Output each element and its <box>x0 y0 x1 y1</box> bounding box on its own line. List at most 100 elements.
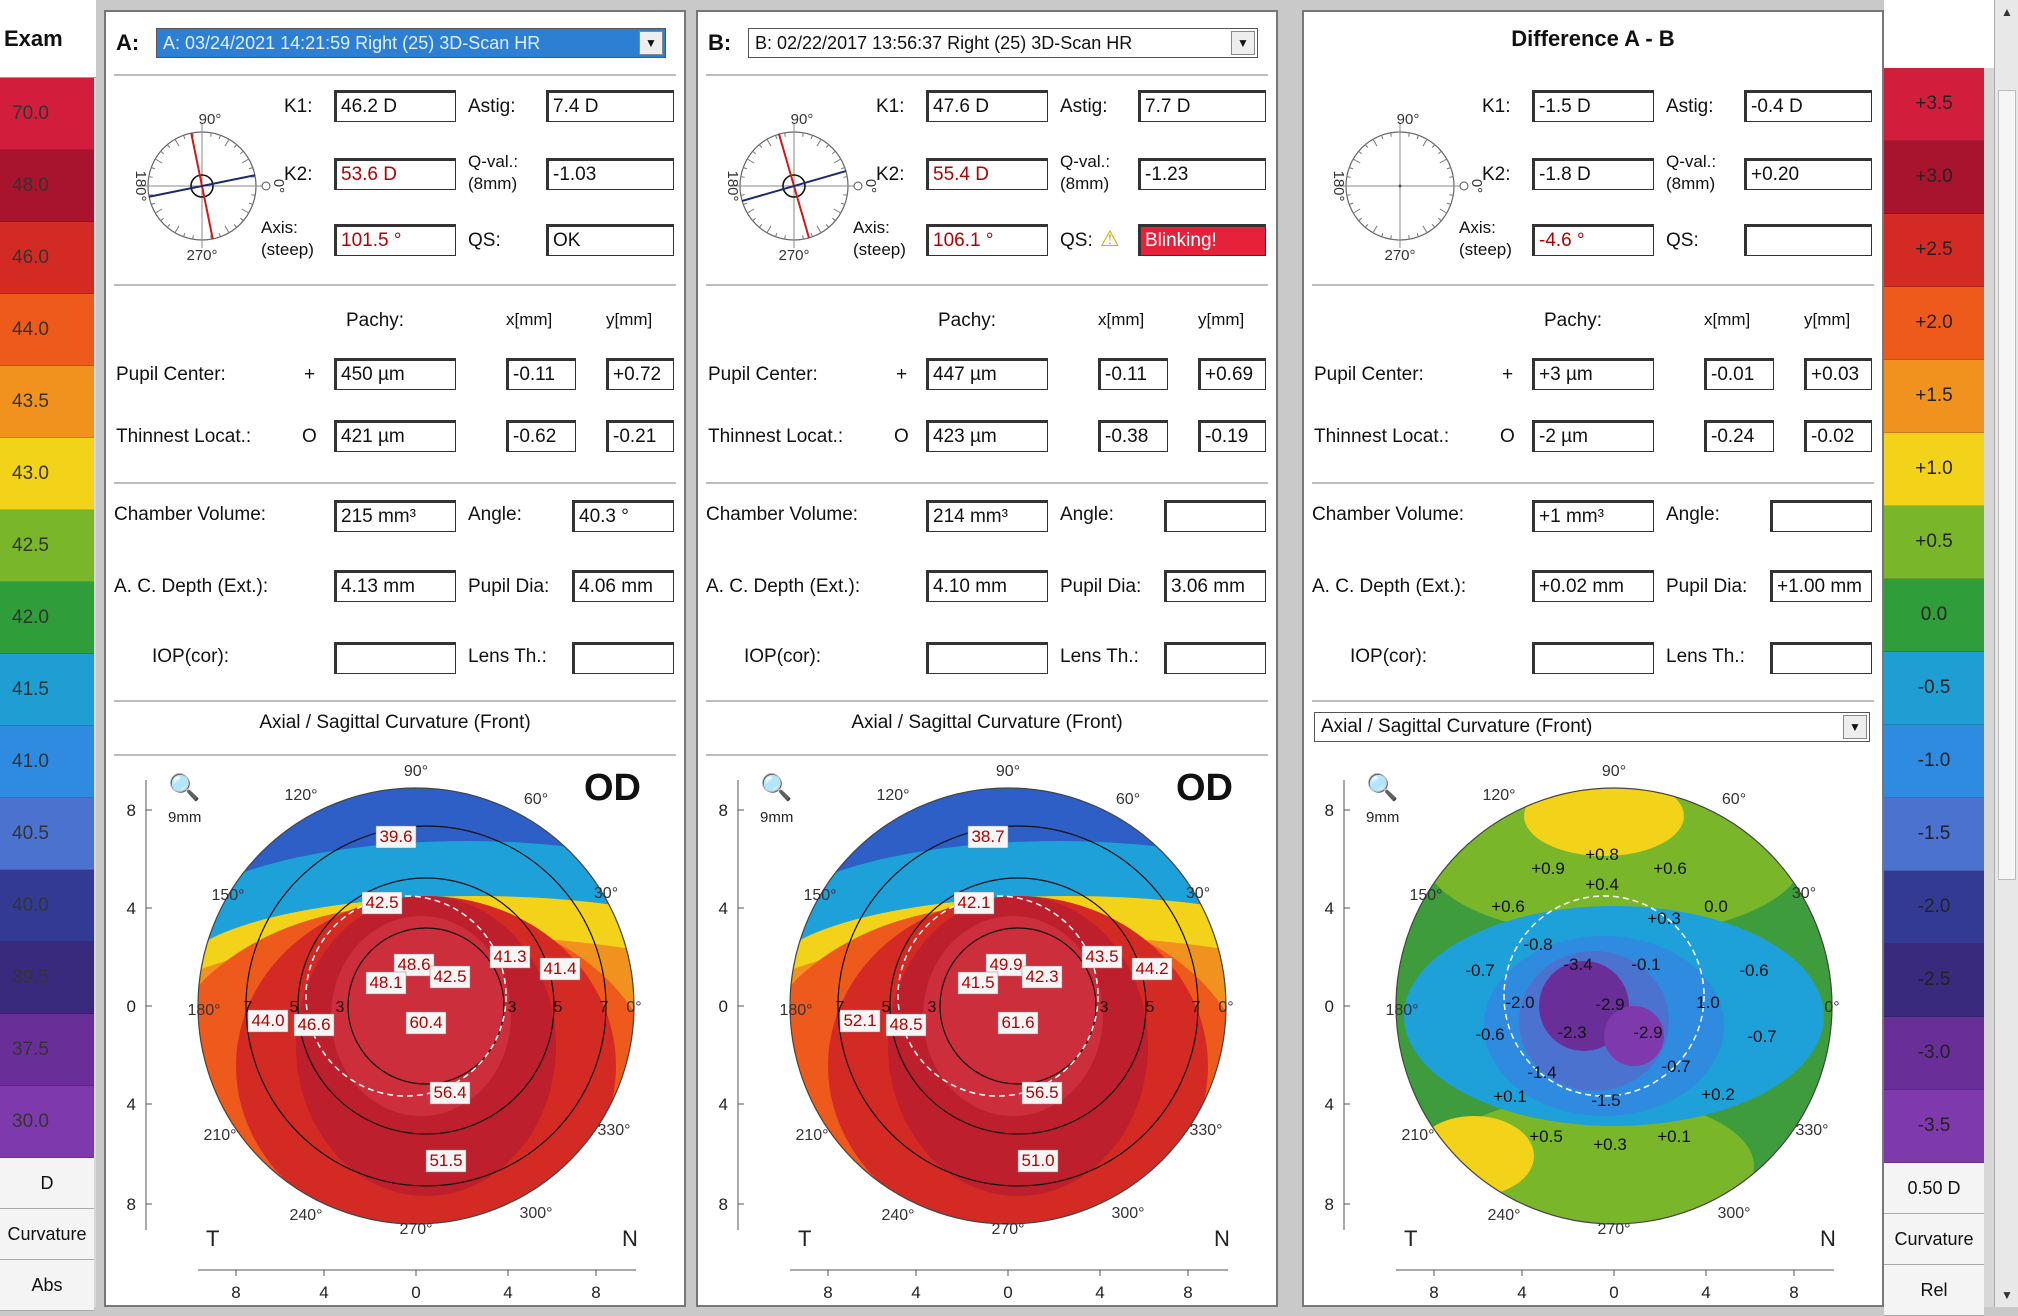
scale-swatch: 37.5 <box>0 1014 94 1086</box>
ring-number: 5 <box>882 999 891 1016</box>
scale-map-type[interactable]: Curvature <box>0 1209 94 1260</box>
qs-field[interactable]: Blinking! <box>1138 224 1266 256</box>
astig-field[interactable]: 7.4 D <box>546 90 674 122</box>
lens-field[interactable] <box>1770 642 1872 674</box>
zoom-icon[interactable]: 🔍 <box>168 770 200 802</box>
zoom-icon[interactable]: 🔍 <box>760 770 792 802</box>
scale-mode[interactable]: Rel <box>1884 1265 1984 1316</box>
map-type-select[interactable]: Axial / Sagittal Curvature (Front) ▼ <box>1314 712 1870 742</box>
astig-field[interactable]: -0.4 D <box>1744 90 1872 122</box>
k1-field[interactable]: 47.6 D <box>926 90 1048 122</box>
thin-x-field[interactable]: -0.62 <box>506 420 576 452</box>
thin-pachy-field[interactable]: 423 µm <box>926 420 1048 452</box>
chamber-field[interactable]: 214 mm³ <box>926 500 1048 532</box>
thin-x-field[interactable]: -0.38 <box>1098 420 1168 452</box>
degree-label: 330° <box>1189 1122 1222 1139</box>
scale-swatch: -3.5 <box>1884 1090 1984 1163</box>
acdepth-field[interactable]: +0.02 mm <box>1532 570 1654 602</box>
difference-title: Difference A - B <box>1511 26 1675 51</box>
k1-field[interactable]: 46.2 D <box>334 90 456 122</box>
qval-field[interactable]: -1.23 <box>1138 158 1266 190</box>
thin-pachy-field[interactable]: -2 µm <box>1532 420 1654 452</box>
thin-y-field[interactable]: -0.21 <box>606 420 674 452</box>
scroll-up-icon[interactable]: ▲ <box>2001 5 2013 19</box>
k2-field[interactable]: 53.6 D <box>334 158 456 190</box>
ring-number: 3 <box>928 999 937 1016</box>
scale-unit[interactable]: D <box>0 1158 94 1209</box>
zoom-icon[interactable]: 🔍 <box>1366 770 1398 802</box>
lens-field[interactable] <box>572 642 674 674</box>
pupil-y-field[interactable]: +0.03 <box>1804 358 1872 390</box>
section-divider <box>114 482 676 484</box>
pupildia-field[interactable]: 4.06 mm <box>572 570 674 602</box>
iop-field[interactable] <box>1532 642 1654 674</box>
ring-number: 3 <box>336 999 345 1016</box>
pupil-pachy-field[interactable]: +3 µm <box>1532 358 1654 390</box>
acdepth-field[interactable]: 4.13 mm <box>334 570 456 602</box>
vertical-scrollbar[interactable]: ▲ ▼ <box>1994 0 2018 1307</box>
qval-field[interactable]: +0.20 <box>1744 158 1872 190</box>
thin-pachy-field[interactable]: 421 µm <box>334 420 456 452</box>
ring-number: 7 <box>1192 999 1201 1016</box>
zoom-level[interactable]: 9mm <box>760 809 793 826</box>
x-tick-label: 8 <box>591 1283 600 1302</box>
chamber-field[interactable]: +1 mm³ <box>1532 500 1654 532</box>
zoom-level[interactable]: 9mm <box>1366 809 1399 826</box>
astig-field[interactable]: 7.7 D <box>1138 90 1266 122</box>
exam-select-a[interactable]: A: 03/24/2021 14:21:59 Right (25) 3D-Sca… <box>156 28 666 58</box>
chamber-field[interactable]: 215 mm³ <box>334 500 456 532</box>
scale-mode[interactable]: Abs <box>0 1260 94 1311</box>
map-value-label: -2.9 <box>1633 1023 1662 1042</box>
scroll-down-icon[interactable]: ▼ <box>2001 1288 2013 1302</box>
axis-field[interactable]: 101.5 ° <box>334 224 456 256</box>
pupil-x-field[interactable]: -0.01 <box>1704 358 1774 390</box>
k2-field[interactable]: 55.4 D <box>926 158 1048 190</box>
pupil-y-field[interactable]: +0.72 <box>606 358 674 390</box>
iop-field[interactable] <box>334 642 456 674</box>
scale-swatch: -2.5 <box>1884 944 1984 1017</box>
qs-field[interactable] <box>1744 224 1872 256</box>
section-divider <box>114 700 676 702</box>
iop-field[interactable] <box>926 642 1048 674</box>
pupildia-field[interactable]: +1.00 mm <box>1770 570 1872 602</box>
degree-label: 270° <box>991 1221 1024 1238</box>
chevron-down-icon[interactable]: ▼ <box>1231 31 1255 55</box>
y-mm-header: y[mm] <box>606 310 653 329</box>
pupildia-field[interactable]: 3.06 mm <box>1164 570 1266 602</box>
acdepth-label: A. C. Depth (Ext.): <box>1312 576 1467 597</box>
thin-x-field[interactable]: -0.24 <box>1704 420 1774 452</box>
thin-y-field[interactable]: -0.19 <box>1198 420 1266 452</box>
compass-degree-label: 180° <box>724 170 741 201</box>
scale-step[interactable]: 0.50 D <box>1884 1163 1984 1214</box>
chevron-down-icon[interactable]: ▼ <box>639 31 663 55</box>
zoom-level[interactable]: 9mm <box>168 809 201 826</box>
pupil-y-field[interactable]: +0.69 <box>1198 358 1266 390</box>
pupil-pachy-field[interactable]: 450 µm <box>334 358 456 390</box>
qval-field[interactable]: -1.03 <box>546 158 674 190</box>
thin-y-field[interactable]: -0.02 <box>1804 420 1872 452</box>
scale-map-type[interactable]: Curvature <box>1884 1214 1984 1265</box>
axis-field[interactable]: 106.1 ° <box>926 224 1048 256</box>
nasal-label: N <box>1820 1226 1836 1251</box>
chevron-down-icon[interactable]: ▼ <box>1843 715 1867 739</box>
degree-label: 0° <box>626 999 641 1016</box>
k1-label: K1: <box>1482 96 1511 117</box>
k1-field[interactable]: -1.5 D <box>1532 90 1654 122</box>
pupil-pachy-field[interactable]: 447 µm <box>926 358 1048 390</box>
lens-field[interactable] <box>1164 642 1266 674</box>
map-type-value: Axial / Sagittal Curvature (Front) <box>1321 716 1593 737</box>
axis-field[interactable]: -4.6 ° <box>1532 224 1654 256</box>
thinnest-label: Thinnest Locat.: <box>708 426 844 447</box>
scroll-thumb[interactable] <box>1998 90 2016 880</box>
qs-field[interactable]: OK <box>546 224 674 256</box>
angle-field[interactable]: 40.3 ° <box>572 500 674 532</box>
pupil-x-field[interactable]: -0.11 <box>506 358 576 390</box>
pupil-x-field[interactable]: -0.11 <box>1098 358 1168 390</box>
angle-field[interactable] <box>1164 500 1266 532</box>
acdepth-field[interactable]: 4.10 mm <box>926 570 1048 602</box>
y-tick-label: 8 <box>127 1195 136 1214</box>
angle-field[interactable] <box>1770 500 1872 532</box>
exam-select-b[interactable]: B: 02/22/2017 13:56:37 Right (25) 3D-Sca… <box>748 28 1258 58</box>
k2-field[interactable]: -1.8 D <box>1532 158 1654 190</box>
